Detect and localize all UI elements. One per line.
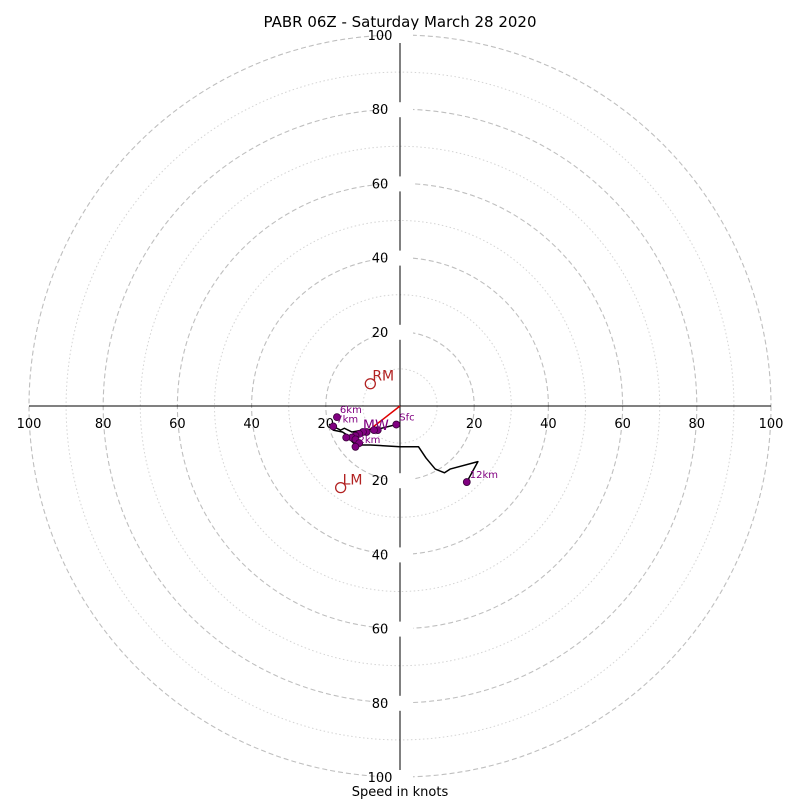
hodograph-point [370,426,378,435]
y-tick-label-bg [387,324,413,340]
storm-motion-label: RM [372,369,394,385]
chart-title: PABR 06Z - Saturday March 28 2020 [263,13,536,31]
y-tick-label: 20 [372,474,389,489]
y-tick-label-bg [387,28,413,43]
y-tick-label: 60 [372,177,389,192]
hodograph-point [351,442,360,451]
storm-motion-marker [364,378,376,390]
y-tick-label: 40 [372,252,389,267]
x-axis-label: Speed in knots [352,785,449,800]
x-tick-label: 60 [614,417,631,432]
y-tick-label: 60 [372,623,389,638]
hodograph-point [333,413,341,422]
hodograph-point [462,478,471,486]
y-tick-label: 100 [368,29,393,44]
y-tick-label: 100 [368,771,393,786]
storm-motion-label: LM [343,473,363,489]
x-tick-label: 100 [17,417,42,432]
height-label: 2km [358,435,380,446]
height-label: 7km [336,414,358,425]
y-tick-label-bg [387,102,413,118]
x-tick-label: 80 [95,417,112,432]
x-tick-label: 40 [540,417,557,432]
y-tick-label: 20 [372,326,389,341]
y-tick-label-bg [387,473,413,489]
y-tick-label-bg [387,621,413,637]
y-tick-label-bg [387,250,413,266]
mean-wind-label: MW [363,418,389,434]
x-tick-label: 100 [759,417,784,432]
height-label: 6km [340,405,362,416]
height-label: Sfc [399,413,414,424]
y-tick-label: 80 [372,697,389,712]
x-tick-label: 40 [243,417,260,432]
x-tick-label: 20 [466,417,483,432]
x-tick-label: 60 [169,417,186,432]
hodograph-point [329,422,338,431]
y-tick-label: 80 [372,103,389,118]
storm-motions: RM LM [334,369,394,494]
y-tick-label: 40 [372,548,389,563]
y-tick-label-bg [387,770,413,785]
y-tick-label-bg [387,176,413,192]
x-tick-label: 80 [689,417,706,432]
y-tick-label-bg [387,695,413,711]
hodograph-point [342,433,351,442]
height-label: 12km [470,470,498,481]
y-tick-label-bg [387,547,413,563]
storm-motion-marker [334,481,347,494]
hodograph-point [392,420,401,429]
